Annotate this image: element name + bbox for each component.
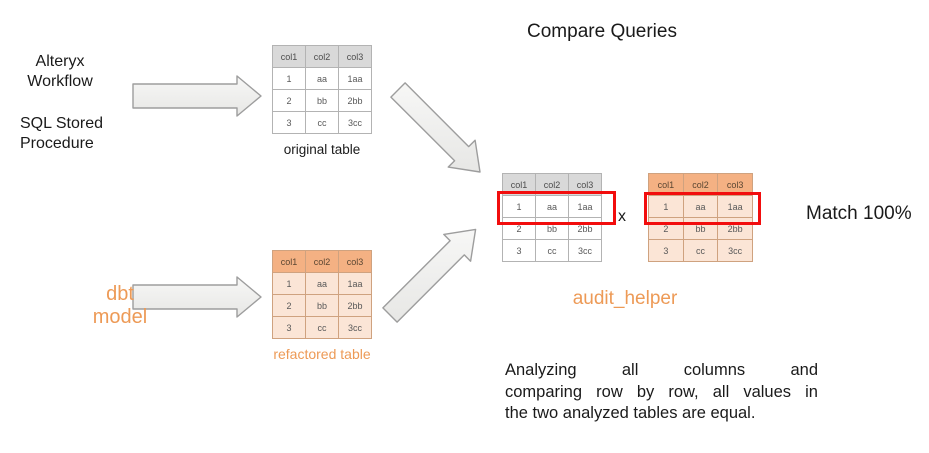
table-row: 1 aa 1aa (272, 67, 372, 90)
original-table-caption: original table (283, 142, 361, 157)
table-row: 1 aa 1aa (272, 272, 372, 295)
comparison-table-refactored: col1 col2 col3 1 aa 1aa 2 bb 2bb 3 cc 3c… (648, 173, 753, 262)
table-cell: aa (682, 195, 719, 218)
matched-row-highlight-right (644, 192, 761, 225)
table-row: 2 bb 2bb (272, 294, 372, 317)
table-header-cell: col3 (717, 173, 753, 196)
table-header-row: col1 col2 col3 (272, 45, 372, 68)
refactored-table: col1 col2 col3 1 aa 1aa 2 bb 2bb 3 cc 3c… (272, 250, 372, 339)
description-line: the two analyzed tables are equal. (505, 404, 756, 422)
table-header-cell: col3 (338, 250, 372, 273)
source-label-sql-stored-procedure: SQL Stored Procedure (20, 115, 104, 152)
table-cell: 3cc (338, 111, 372, 134)
table-header-row: col1 col2 col3 (502, 173, 602, 196)
table-cell: 3 (272, 111, 306, 134)
table-cell: 2bb (338, 294, 372, 317)
table-cell: 1aa (717, 195, 753, 218)
table-cell: bb (305, 294, 339, 317)
description-line: comparing row by row, all values in (505, 382, 818, 401)
table-header-cell: col1 (272, 45, 306, 68)
top-flow-arrow-right-icon (132, 75, 262, 117)
table-cell: bb (305, 89, 339, 112)
table-cell: cc (305, 111, 339, 134)
table-cell: 1 (272, 67, 306, 90)
comparison-operator: x (618, 208, 626, 225)
comparison-table-original: col1 col2 col3 1 aa 1aa 2 bb 2bb 3 cc 3c… (502, 173, 602, 262)
table-cell: 1 (272, 272, 306, 295)
bottom-flow-arrow-right-icon (132, 276, 262, 318)
table-cell: 3 (648, 239, 684, 262)
table-cell: 3 (272, 316, 306, 339)
table-cell: 2 (272, 89, 306, 112)
table-header-cell: col2 (682, 173, 719, 196)
table-header-row: col1 col2 col3 (272, 250, 372, 273)
table-cell: cc (305, 316, 339, 339)
table-row: 3 cc 3cc (648, 239, 753, 262)
table-cell: 1aa (568, 195, 602, 218)
table-row: 3 cc 3cc (502, 239, 602, 262)
table-cell: aa (305, 272, 339, 295)
table-header-cell: col3 (338, 45, 372, 68)
match-result-label: Match 100% (806, 203, 912, 224)
table-cell: aa (305, 67, 339, 90)
description-line: Analyzing all columns and (505, 361, 818, 379)
table-cell: 2 (272, 294, 306, 317)
matched-row-highlight-left (497, 191, 616, 225)
table-row: 2 bb 2bb (272, 89, 372, 112)
audit-helper-label: audit_helper (572, 288, 678, 309)
table-header-cell: col2 (305, 45, 339, 68)
table-header-cell: col3 (568, 173, 602, 196)
table-row: 1 aa 1aa (502, 195, 602, 218)
table-cell: 1 (648, 195, 684, 218)
table-header-cell: col1 (272, 250, 306, 273)
slide-title: Compare Queries (527, 21, 677, 42)
refactored-table-caption: refactored table (273, 346, 371, 362)
table-row: 3 cc 3cc (272, 316, 372, 339)
comparison-description: Analyzing all columns and comparing row … (505, 360, 818, 425)
original-table: col1 col2 col3 1 aa 1aa 2 bb 2bb 3 cc 3c… (272, 45, 372, 134)
table-cell: 3cc (568, 239, 602, 262)
table-row: 1 aa 1aa (648, 195, 753, 218)
table-cell: 1aa (338, 272, 372, 295)
source-label-alteryx-workflow: Alteryx Workflow (27, 53, 93, 90)
table-cell: 1 (502, 195, 536, 218)
table-cell: 3cc (717, 239, 753, 262)
source-label-dbt-model: dbt model (92, 283, 148, 328)
table-cell: 3 (502, 239, 536, 262)
table-header-cell: col2 (305, 250, 339, 273)
table-cell: 3cc (338, 316, 372, 339)
diagonal-arrow-down-right-icon (390, 82, 481, 173)
table-row: 3 cc 3cc (272, 111, 372, 134)
table-cell: 2bb (338, 89, 372, 112)
diagonal-arrow-up-right-icon (382, 228, 477, 323)
table-cell: cc (535, 239, 569, 262)
table-cell: 1aa (338, 67, 372, 90)
table-cell: aa (535, 195, 569, 218)
table-cell: cc (682, 239, 719, 262)
